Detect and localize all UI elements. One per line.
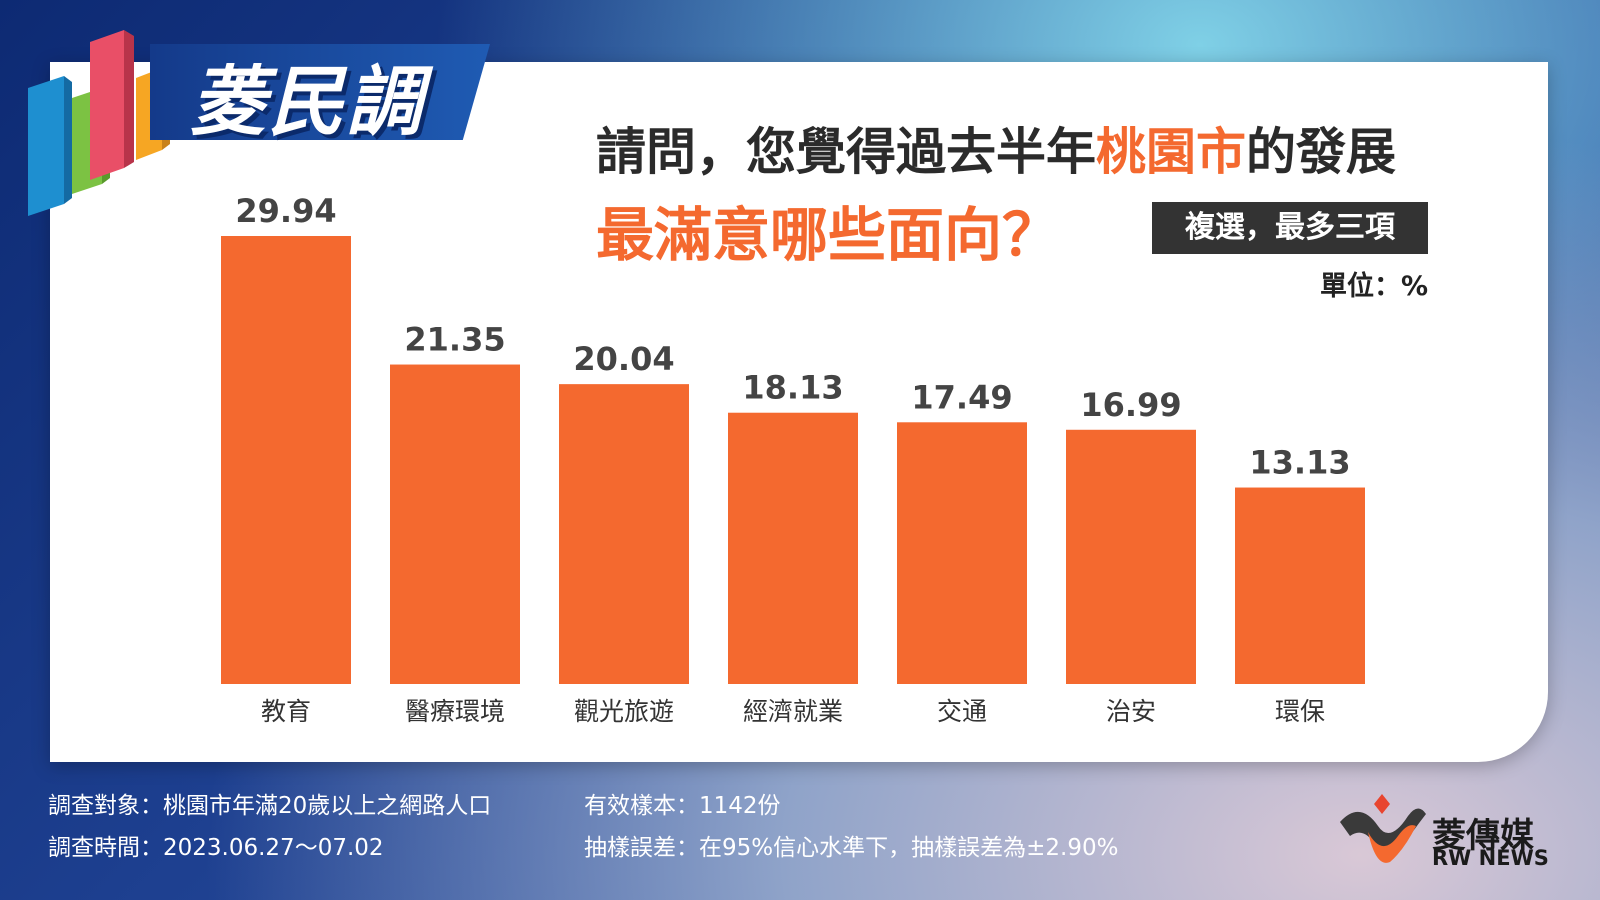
bar-6	[1235, 487, 1365, 684]
bar-1	[390, 364, 520, 684]
logo-title: 菱民調	[190, 57, 424, 146]
value-label-1: 21.35	[404, 321, 505, 359]
bar-0	[221, 236, 351, 684]
category-label-6: 環保	[1275, 697, 1325, 726]
value-label-4: 17.49	[911, 378, 1012, 416]
sample-size: 有效樣本：1142份	[584, 793, 781, 819]
value-label-3: 18.13	[742, 369, 843, 407]
question-part-1: 請問，您覺得過去半年	[596, 123, 1096, 181]
question-line-1: 請問，您覺得過去半年桃園市的發展	[596, 112, 1396, 184]
value-label-6: 13.13	[1249, 444, 1350, 482]
bar-4	[897, 422, 1027, 684]
rw-news-logo-icon	[1340, 794, 1426, 863]
category-label-3: 經濟就業	[743, 697, 843, 726]
value-label-0: 29.94	[235, 192, 336, 230]
multi-select-badge: 複選，最多三項	[1152, 202, 1428, 254]
category-label-2: 觀光旅遊	[574, 697, 674, 726]
category-label-0: 教育	[261, 697, 311, 726]
value-label-5: 16.99	[1080, 386, 1181, 424]
value-label-2: 20.04	[573, 340, 674, 378]
logo-banner	[150, 44, 490, 140]
category-label-5: 治安	[1106, 697, 1156, 726]
unit-label: 單位：%	[1320, 271, 1429, 302]
brand-name-en: RW NEWS	[1432, 846, 1549, 870]
sampling-error: 抽樣誤差：在95%信心水準下，抽樣誤差為±2.90%	[584, 835, 1119, 861]
category-label-1: 醫療環境	[405, 697, 505, 726]
question-highlight: 桃園市	[1096, 123, 1246, 181]
brand-name: 菱傳媒	[1432, 816, 1534, 856]
question-line-2: 最滿意哪些面向？	[596, 201, 1061, 269]
bar-2	[559, 384, 689, 684]
category-label-4: 交通	[937, 697, 987, 726]
bar-3	[728, 412, 858, 684]
bar-5	[1066, 429, 1196, 684]
question-part-2: 的發展	[1246, 123, 1396, 181]
survey-target: 調查對象：桃園市年滿20歲以上之網路人口	[48, 793, 492, 819]
survey-period: 調查時間：2023.06.27～07.02	[48, 835, 384, 861]
